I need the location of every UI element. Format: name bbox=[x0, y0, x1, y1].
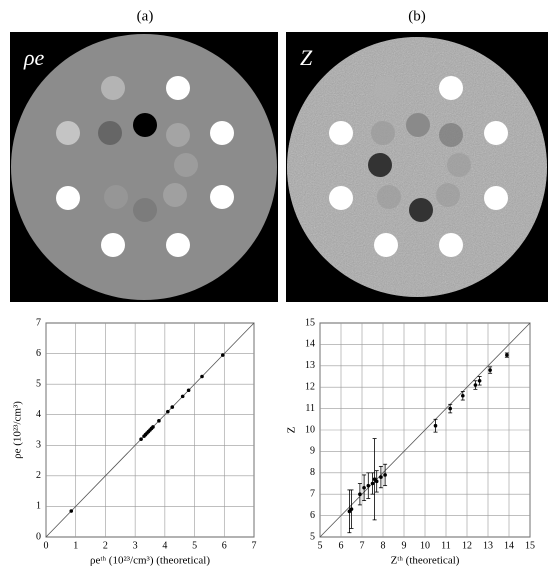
data-point bbox=[379, 475, 383, 479]
y-tick-label: 12 bbox=[305, 381, 315, 392]
data-point bbox=[221, 353, 225, 357]
panel-label: (b) bbox=[408, 8, 426, 24]
data-point bbox=[367, 484, 371, 488]
image-label: Z bbox=[300, 45, 313, 70]
data-point bbox=[170, 405, 174, 409]
data-point bbox=[488, 368, 492, 372]
x-tick-label: 13 bbox=[483, 540, 493, 551]
x-tick-label: 9 bbox=[402, 540, 407, 551]
data-point bbox=[434, 424, 438, 428]
data-point bbox=[181, 395, 185, 399]
x-tick-label: 11 bbox=[441, 540, 451, 551]
y-tick-label: 3 bbox=[36, 440, 41, 451]
y-tick-label: 13 bbox=[305, 360, 315, 371]
data-point bbox=[461, 394, 465, 398]
y-tick-label: 11 bbox=[305, 403, 315, 414]
data-point bbox=[157, 419, 161, 423]
y-tick-label: 6 bbox=[36, 348, 41, 359]
data-point bbox=[375, 480, 379, 484]
data-point bbox=[350, 507, 354, 511]
x-tick-label: 5 bbox=[192, 540, 197, 551]
data-point bbox=[200, 375, 204, 379]
data-point bbox=[139, 437, 143, 441]
y-tick-label: 5 bbox=[36, 378, 41, 389]
y-axis-label: ρe (10²³/cm³) bbox=[12, 401, 24, 459]
x-tick-label: 12 bbox=[462, 540, 472, 551]
y-tick-label: 4 bbox=[36, 409, 41, 420]
data-point bbox=[362, 486, 366, 490]
x-tick-label: 4 bbox=[162, 540, 167, 551]
x-tick-label: 6 bbox=[222, 540, 227, 551]
x-axis-label: ρeᵗʰ (10²³/cm³) (theoretical) bbox=[90, 555, 210, 567]
x-tick-label: 6 bbox=[339, 540, 344, 551]
data-point bbox=[474, 383, 478, 387]
y-tick-label: 14 bbox=[305, 339, 315, 350]
data-point bbox=[69, 509, 73, 513]
x-tick-label: 8 bbox=[381, 540, 386, 551]
data-point bbox=[187, 388, 191, 392]
data-point bbox=[371, 482, 375, 486]
y-tick-label: 1 bbox=[36, 501, 41, 512]
y-tick-label: 2 bbox=[36, 470, 41, 481]
x-tick-label: 5 bbox=[318, 540, 323, 551]
y-tick-label: 15 bbox=[305, 317, 315, 328]
x-tick-label: 7 bbox=[360, 540, 365, 551]
y-tick-label: 5 bbox=[310, 531, 315, 542]
data-point bbox=[383, 473, 387, 477]
y-tick-label: 7 bbox=[310, 488, 315, 499]
y-axis-label: Z bbox=[286, 426, 298, 433]
x-tick-label: 15 bbox=[525, 540, 535, 551]
image-label: ρe bbox=[23, 45, 45, 70]
data-point bbox=[151, 425, 155, 429]
ct-image-b: Z bbox=[286, 32, 548, 302]
data-point bbox=[358, 492, 362, 496]
x-axis-label: Zᵗʰ (theoretical) bbox=[391, 555, 460, 567]
data-point bbox=[166, 410, 170, 414]
y-tick-label: 0 bbox=[36, 531, 41, 542]
y-tick-label: 7 bbox=[36, 317, 41, 328]
y-tick-label: 8 bbox=[310, 467, 315, 478]
data-point bbox=[478, 379, 482, 383]
data-point bbox=[505, 353, 509, 357]
figure: (a) (b) ρe Z 0123456701234567ρeᵗʰ (10²³/… bbox=[0, 0, 550, 567]
data-point bbox=[448, 407, 452, 411]
y-tick-label: 6 bbox=[310, 510, 315, 521]
y-tick-label: 9 bbox=[310, 446, 315, 457]
panel-label: (a) bbox=[137, 8, 154, 24]
x-tick-label: 2 bbox=[103, 540, 108, 551]
x-tick-label: 14 bbox=[504, 540, 514, 551]
x-tick-label: 1 bbox=[73, 540, 78, 551]
ct-image-a: ρe bbox=[10, 32, 278, 302]
x-tick-label: 3 bbox=[133, 540, 138, 551]
x-tick-label: 7 bbox=[252, 540, 257, 551]
x-tick-label: 10 bbox=[420, 540, 430, 551]
x-tick-label: 0 bbox=[44, 540, 49, 551]
y-tick-label: 10 bbox=[305, 424, 315, 435]
